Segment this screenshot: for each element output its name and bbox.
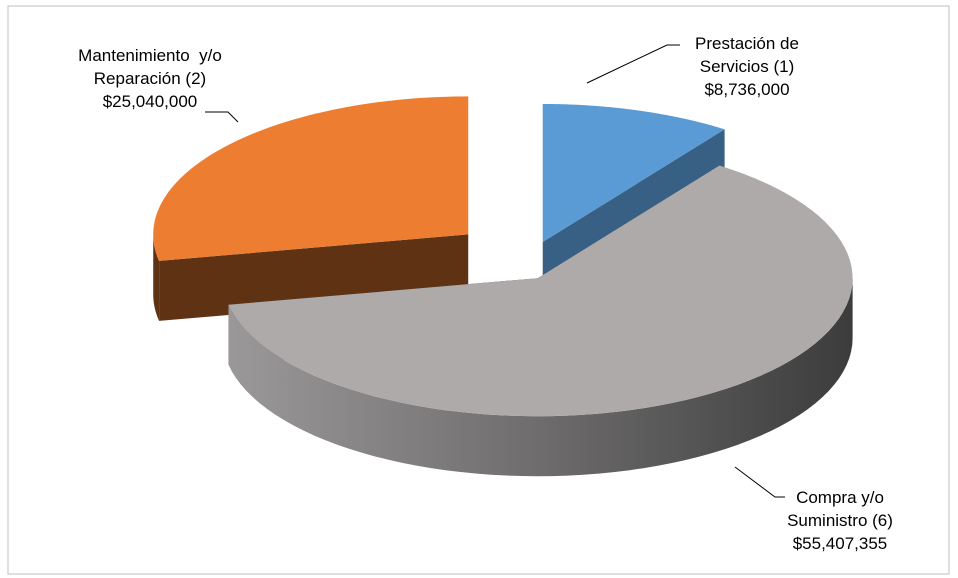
label-group: Prestación de Servicios (1) $8,736,000	[672, 32, 822, 101]
frame	[7, 5, 950, 575]
slice-side	[153, 234, 160, 321]
slice	[228, 165, 853, 417]
pie	[153, 96, 853, 477]
value-label: $25,040,000	[102, 92, 198, 111]
category-label: Compra y/o Suministro (6)	[787, 488, 893, 530]
value-label: $8,736,000	[704, 80, 790, 99]
leader-line	[734, 466, 785, 498]
label-group: Compra y/o Suministro (6) $55,407,355	[770, 486, 910, 555]
slice	[153, 96, 469, 261]
slice-side	[228, 278, 853, 477]
slice	[542, 103, 725, 242]
category-label: Mantenimiento y/o Reparación (2)	[78, 46, 227, 88]
leader-line	[586, 44, 680, 84]
label-group: Mantenimiento y/o Reparación (2) $25,040…	[45, 44, 255, 113]
category-label: Prestación de Servicios (1)	[695, 34, 799, 76]
value-label: $55,407,355	[792, 534, 888, 553]
leader-line	[205, 111, 239, 123]
